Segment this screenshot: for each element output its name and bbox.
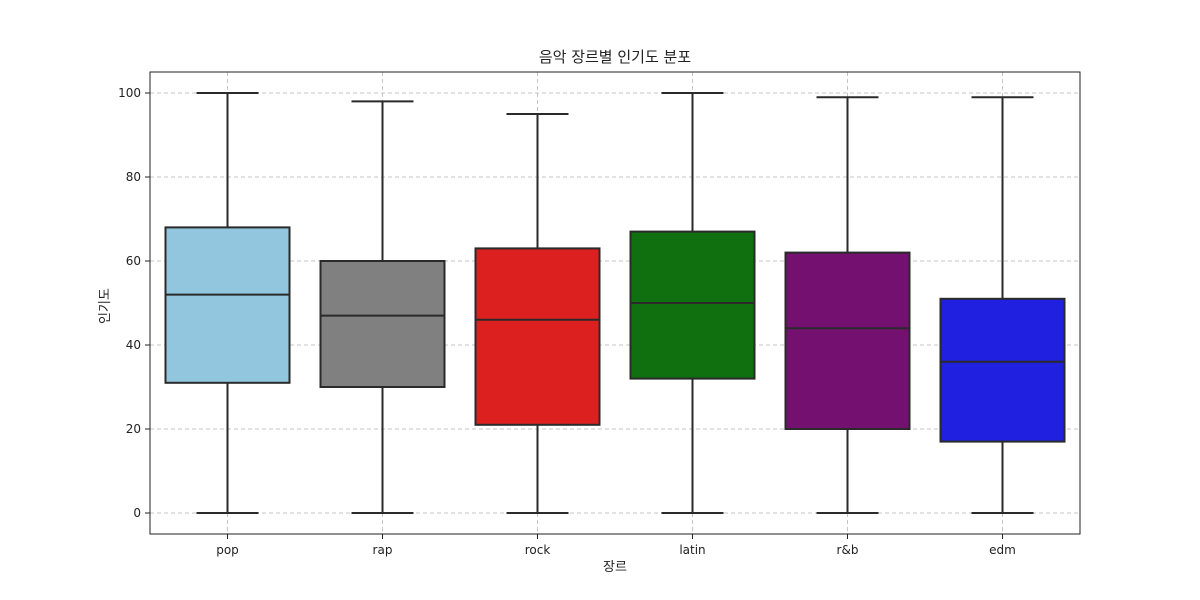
x-tick-label: r&b (837, 543, 859, 557)
y-axis-label: 인기도 (98, 288, 113, 324)
x-axis-label: 장르 (603, 560, 627, 575)
axes: 0 20 40 60 80 100 pop rap rock latin r&b edm (118, 86, 1016, 557)
plot-frame (149, 71, 1081, 535)
y-tick-label: 80 (126, 170, 141, 184)
box-edm (939, 96, 1066, 514)
iqr-box (319, 260, 446, 388)
y-tick-label: 100 (118, 86, 141, 100)
box-rap (319, 100, 446, 514)
box-rock (474, 113, 601, 514)
iqr-box (784, 251, 911, 430)
box-r&b (784, 96, 911, 514)
x-tick-label: rock (525, 543, 551, 557)
chart-title: 음악 장르별 인기도 분포 (539, 48, 692, 66)
boxes (164, 92, 1066, 514)
x-tick-label: rap (373, 543, 393, 557)
iqr-box (629, 230, 756, 380)
iqr-box (164, 226, 291, 384)
iqr-box (939, 297, 1066, 443)
y-tick-label: 0 (133, 506, 141, 520)
y-tick-label: 60 (126, 254, 141, 268)
box-latin (629, 92, 756, 514)
x-tick-label: edm (989, 543, 1016, 557)
iqr-box (474, 247, 601, 426)
x-tick-label: latin (679, 543, 705, 557)
box-pop (164, 92, 291, 514)
y-tick-label: 20 (126, 422, 141, 436)
y-tick-label: 40 (126, 338, 141, 352)
x-tick-label: pop (216, 543, 239, 557)
